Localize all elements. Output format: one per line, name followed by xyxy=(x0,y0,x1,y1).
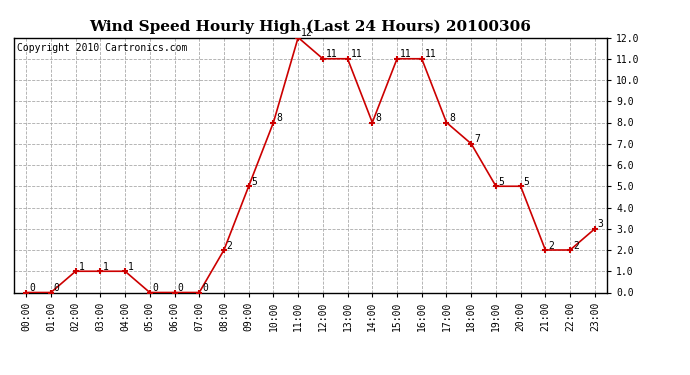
Text: 5: 5 xyxy=(499,177,504,187)
Text: 3: 3 xyxy=(598,219,604,230)
Text: Copyright 2010 Cartronics.com: Copyright 2010 Cartronics.com xyxy=(17,43,187,52)
Text: 5: 5 xyxy=(251,177,257,187)
Text: 7: 7 xyxy=(474,134,480,144)
Text: 8: 8 xyxy=(276,113,282,123)
Text: 8: 8 xyxy=(375,113,381,123)
Text: 0: 0 xyxy=(177,283,183,293)
Text: 0: 0 xyxy=(29,283,34,293)
Text: 5: 5 xyxy=(524,177,529,187)
Text: 11: 11 xyxy=(351,50,362,59)
Text: 8: 8 xyxy=(449,113,455,123)
Text: 2: 2 xyxy=(548,241,554,250)
Text: 1: 1 xyxy=(79,262,84,272)
Text: 11: 11 xyxy=(326,50,337,59)
Title: Wind Speed Hourly High (Last 24 Hours) 20100306: Wind Speed Hourly High (Last 24 Hours) 2… xyxy=(90,19,531,33)
Text: 11: 11 xyxy=(400,50,411,59)
Text: 0: 0 xyxy=(202,283,208,293)
Text: 1: 1 xyxy=(128,262,134,272)
Text: 2: 2 xyxy=(573,241,579,250)
Text: 2: 2 xyxy=(227,241,233,250)
Text: 0: 0 xyxy=(152,283,159,293)
Text: 11: 11 xyxy=(424,50,436,59)
Text: 1: 1 xyxy=(103,262,109,272)
Text: 0: 0 xyxy=(54,283,59,293)
Text: 12: 12 xyxy=(301,28,313,38)
